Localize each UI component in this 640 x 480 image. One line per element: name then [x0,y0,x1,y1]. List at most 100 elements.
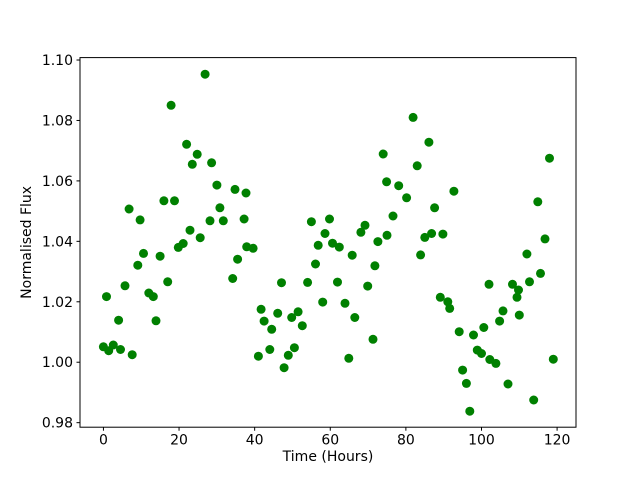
data-point [311,259,320,269]
data-point [178,239,188,248]
data-point [328,238,337,248]
data-point [135,215,145,225]
data-point [469,330,478,340]
y-tick-label: 1.06 [42,174,73,190]
data-point [477,349,486,358]
y-tick-label: 0.98 [42,416,73,432]
data-point [166,100,176,110]
data-point [256,304,266,314]
y-axis-label: Normalised Flux [19,186,35,299]
x-axis-label: Time (Hours) [282,449,374,465]
data-point [525,277,534,287]
data-point [253,351,263,361]
data-point [529,395,539,405]
data-point [215,203,225,213]
y-tick-label: 1.00 [42,355,73,371]
data-point [212,180,222,190]
data-point [454,327,464,337]
plot-area [79,57,577,428]
data-point [334,242,344,252]
data-point [182,139,192,149]
data-point [102,292,111,302]
data-point [325,214,334,224]
data-point [114,315,124,325]
x-tick-label: 60 [321,433,339,449]
data-point [127,350,137,360]
data-point [108,340,118,350]
data-point [259,316,269,326]
data-point [195,233,205,243]
data-point [445,303,455,313]
data-point [306,217,316,227]
data-point [461,378,471,388]
data-point [233,254,243,264]
data-point [438,229,448,239]
data-point [159,196,169,206]
data-point [248,243,258,253]
x-tick-labels: 0 20 40 60 80 100 120 [99,433,570,449]
data-point [373,237,383,247]
y-tick-label: 1.02 [42,295,73,311]
data-point [498,306,508,316]
data-point [495,316,505,326]
data-point [265,345,275,354]
data-point [427,229,437,238]
data-point [120,281,130,291]
data-point [192,149,202,159]
y-tick-labels: 0.98 1.00 1.02 1.04 1.06 1.08 1.10 [42,53,73,432]
data-point [163,277,173,287]
data-point [503,379,513,389]
x-tick-label: 120 [544,433,571,449]
data-point [363,281,373,291]
y-tick-label: 1.10 [42,53,73,69]
data-point [333,277,342,287]
data-point [187,159,197,169]
data-point [228,274,238,283]
data-point [360,220,370,230]
data-point [148,292,158,302]
data-point [382,177,392,187]
data-point [356,227,366,237]
data-point [408,112,418,122]
data-point [230,184,240,194]
x-axis-ticks [102,427,558,431]
y-tick-label: 1.04 [42,234,73,250]
x-tick-label: 0 [99,433,108,449]
data-point [267,324,277,334]
x-tick-label: 40 [246,433,264,449]
x-tick-label: 20 [170,433,188,449]
data-point [318,297,328,307]
data-point [320,229,330,238]
data-point [458,365,468,375]
data-point [133,260,143,270]
data-point [512,292,522,302]
data-point [277,278,286,288]
data-point [344,353,354,363]
data-point [297,321,307,331]
data-point [116,345,125,354]
data-point [540,234,550,244]
data-point [394,181,404,191]
data-point [412,161,422,171]
data-point [289,343,299,353]
x-tick-label: 80 [397,433,415,449]
data-point [205,216,215,226]
data-point [388,211,398,221]
x-tick-label: 100 [468,433,495,449]
data-point [340,298,350,308]
data-point [465,406,475,416]
data-point [514,310,524,320]
data-point [382,230,392,240]
data-point [378,149,388,159]
data-point [293,307,303,317]
data-point [155,251,165,261]
data-point [370,261,380,271]
data-point [536,268,545,278]
data-point [533,197,543,207]
y-axis-ticks [76,59,80,424]
data-point [420,232,430,242]
data-point [449,186,459,196]
data-point [491,358,501,368]
